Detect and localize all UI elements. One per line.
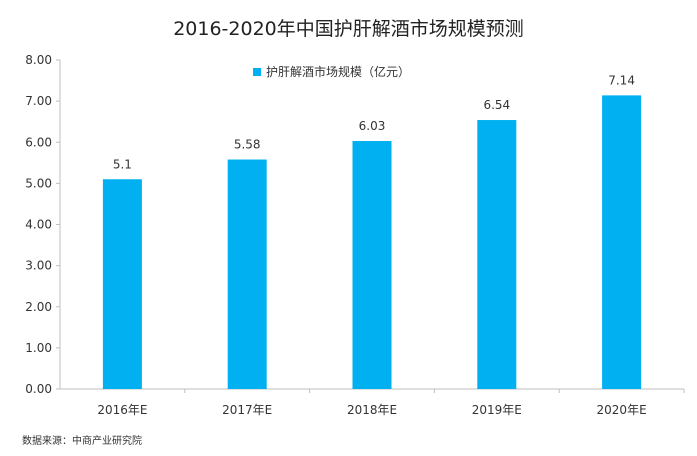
bar-value-label: 7.14 (608, 73, 635, 87)
y-tick-label: 5.00 (25, 176, 52, 190)
bar-value-label: 6.54 (483, 98, 510, 112)
y-tick-label: 7.00 (25, 94, 52, 108)
bar (227, 159, 267, 389)
x-tick-label: 2020年E (597, 403, 647, 417)
bar (602, 95, 642, 390)
y-tick-label: 6.00 (25, 135, 52, 149)
source-note: 数据来源：中商产业研究院 (22, 436, 142, 447)
legend-swatch (253, 68, 261, 76)
y-tick-label: 0.00 (25, 382, 52, 396)
bar (352, 141, 392, 389)
chart-title: 2016-2020年中国护肝解酒市场规模预测 (173, 18, 524, 40)
x-tick-label: 2019年E (472, 403, 522, 417)
y-tick-label: 1.00 (25, 341, 52, 355)
bar-value-label: 6.03 (359, 119, 386, 133)
y-tick-label: 3.00 (25, 259, 52, 273)
y-tick-label: 8.00 (25, 53, 52, 67)
bar-value-label: 5.1 (113, 157, 132, 171)
x-tick-label: 2018年E (347, 403, 397, 417)
legend-label: 护肝解酒市场规模（亿元） (266, 64, 410, 79)
bar (477, 120, 517, 389)
y-tick-label: 4.00 (25, 218, 52, 232)
bar (102, 179, 142, 389)
x-tick-label: 2016年E (97, 403, 147, 417)
x-tick-label: 2017年E (222, 403, 272, 417)
y-tick-label: 2.00 (25, 300, 52, 314)
bar-value-label: 5.58 (234, 138, 261, 152)
